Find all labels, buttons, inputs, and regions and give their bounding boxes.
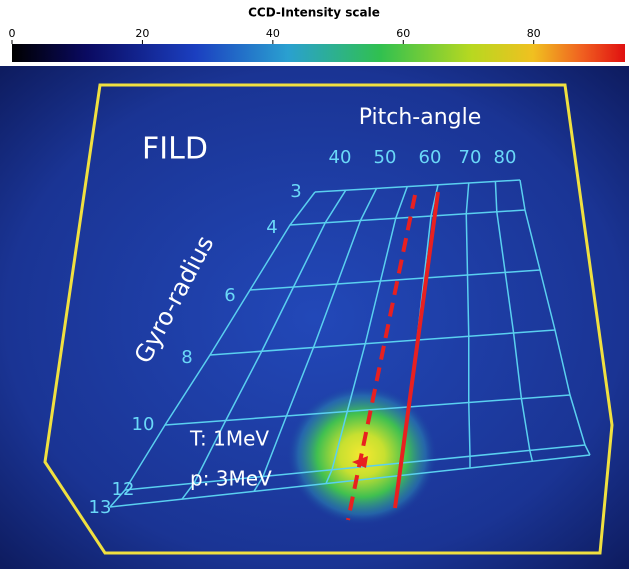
colorbar-title: CCD-Intensity scale — [248, 6, 380, 20]
colorbar-tick-label: 20 — [135, 27, 149, 40]
gyro-radius-label: 10 — [132, 414, 155, 435]
colorbar — [12, 44, 625, 62]
pitch-angle-label: 80 — [494, 147, 517, 168]
gyro-radius-label: 13 — [89, 497, 112, 518]
gyro-radius-label: 3 — [290, 181, 301, 202]
gyro-radius-label: 8 — [181, 347, 192, 368]
gyro-radius-label: 4 — [266, 217, 277, 238]
t-label: T: 1MeV — [189, 427, 269, 451]
colorbar-tick-label: 40 — [266, 27, 280, 40]
colorbar-tick-label: 0 — [9, 27, 16, 40]
gyro-radius-label: 12 — [112, 479, 135, 500]
fild-label: FILD — [142, 132, 208, 167]
colorbar-tick-label: 60 — [396, 27, 410, 40]
pitch-angle-label: 50 — [374, 147, 397, 168]
pitch-angle-label: 60 — [419, 147, 442, 168]
pitch-angle-label: 70 — [459, 147, 482, 168]
figure: CCD-Intensity scale FILD Pitch-angle Gyr… — [0, 0, 629, 569]
colorbar-tick-label: 80 — [527, 27, 541, 40]
gyro-radius-label: 6 — [224, 285, 235, 306]
pitch-axis-title: Pitch-angle — [359, 105, 482, 130]
p-label: p: 3MeV — [190, 467, 272, 491]
pitch-angle-label: 40 — [329, 147, 352, 168]
